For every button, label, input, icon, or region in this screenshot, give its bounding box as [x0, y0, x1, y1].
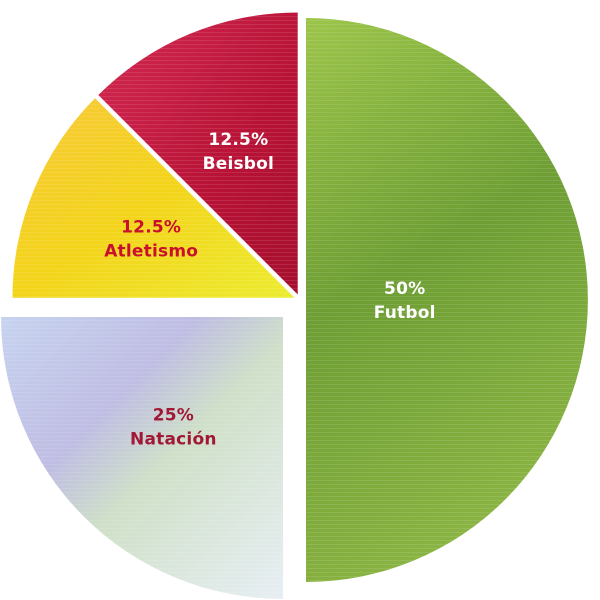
- pie-value-label-natacion: 25%: [153, 406, 194, 426]
- pie-labels: 50% Futbol 25% Natación 12.5% Atletismo 12.5% B…: [104, 130, 435, 449]
- pie-slice-texture-futbol: [306, 18, 588, 582]
- pie-category-label-natacion: Natación: [130, 430, 217, 450]
- pie-value-label-futbol: 50%: [384, 279, 425, 299]
- pie-slice-texture-natacion: [1, 316, 284, 599]
- pie-slices: [1, 12, 588, 599]
- pie-slice-texture-atletismo: [12, 98, 295, 298]
- pie-value-label-beisbol: 12.5%: [208, 130, 268, 150]
- pie-category-label-beisbol: Beisbol: [203, 154, 275, 174]
- pie-slice-texture-beisbol: [98, 12, 298, 295]
- pie-category-label-atletismo: Atletismo: [104, 241, 198, 261]
- pie-value-label-atletismo: 12.5%: [121, 217, 181, 237]
- pie-category-label-futbol: Futbol: [374, 303, 436, 323]
